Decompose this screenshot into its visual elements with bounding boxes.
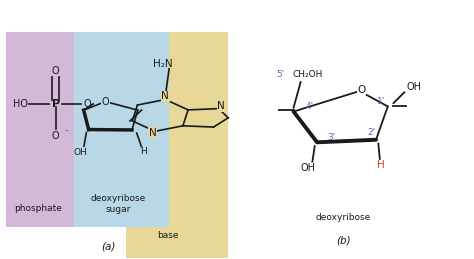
Text: deoxyribose: deoxyribose	[315, 213, 371, 222]
Text: phosphate: phosphate	[14, 204, 62, 213]
Bar	[74, 32, 169, 227]
Text: 5': 5'	[276, 70, 284, 79]
Text: H: H	[377, 160, 384, 170]
Text: deoxyribose
sugar: deoxyribose sugar	[90, 194, 146, 214]
Text: 4': 4'	[306, 102, 314, 111]
Bar	[6, 32, 131, 227]
Text: OH: OH	[406, 82, 421, 92]
Text: O: O	[101, 97, 109, 106]
Text: ⁻: ⁻	[64, 127, 68, 136]
Text: HO: HO	[13, 99, 28, 109]
Text: base: base	[157, 231, 179, 240]
Text: OH: OH	[73, 148, 87, 157]
Text: O: O	[358, 85, 366, 95]
Text: OH: OH	[300, 163, 315, 173]
Text: O: O	[52, 66, 59, 76]
Bar	[126, 32, 228, 258]
Text: O: O	[52, 131, 59, 141]
Text: H: H	[140, 147, 147, 156]
Text: H₂N: H₂N	[153, 59, 173, 69]
Text: 1': 1'	[377, 97, 385, 106]
Text: P: P	[52, 99, 60, 109]
Text: N: N	[217, 101, 225, 111]
Text: O: O	[84, 99, 91, 109]
Text: CH₂OH: CH₂OH	[292, 70, 323, 79]
Text: (b): (b)	[336, 236, 350, 246]
Text: 2': 2'	[367, 128, 375, 136]
Text: 3': 3'	[327, 133, 336, 142]
Text: N: N	[162, 91, 169, 102]
Text: (a): (a)	[101, 241, 116, 251]
Text: N: N	[149, 128, 156, 138]
